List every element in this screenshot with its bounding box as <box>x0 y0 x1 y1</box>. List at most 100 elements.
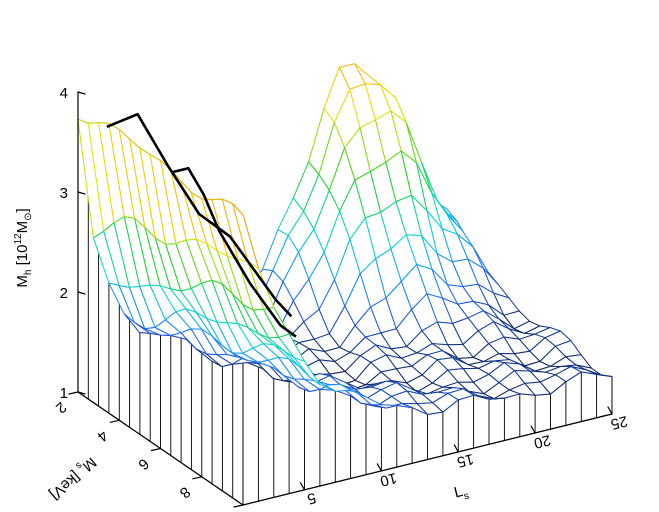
surface-mesh-line <box>164 319 182 334</box>
surface-cell <box>380 328 407 349</box>
surface-mesh-line <box>133 321 146 330</box>
surface-mesh-line <box>447 388 464 394</box>
surface-mesh-line <box>488 336 505 345</box>
surface-mesh-line <box>462 368 474 383</box>
surface-mesh-line <box>349 217 366 240</box>
surface-mesh-line <box>472 357 485 363</box>
surface-mesh-line <box>395 365 413 370</box>
surface-mesh-line <box>262 343 275 345</box>
surface-mesh-line <box>175 311 192 330</box>
surface-mesh-line <box>529 370 546 373</box>
surface-mesh-line <box>359 273 371 308</box>
surface-mesh-line <box>364 211 382 219</box>
surface-mesh-line <box>134 217 146 228</box>
surface-mesh-line <box>380 211 392 250</box>
surface-mesh-line <box>431 369 449 384</box>
surface-mesh-line <box>288 333 305 362</box>
surface-cell <box>426 293 453 324</box>
surface-mesh-line <box>328 305 346 335</box>
surface-mesh-line <box>190 282 203 289</box>
surface-mesh-line <box>144 326 156 330</box>
surface-mesh-line <box>318 308 330 335</box>
surface-mesh-line <box>390 110 407 123</box>
surface-cell <box>504 362 530 371</box>
surface-mesh-line <box>149 284 166 321</box>
surface-mesh-line <box>508 389 521 395</box>
surface-mesh-line <box>508 359 521 365</box>
surface-mesh-line <box>446 214 458 235</box>
surface-mesh-line <box>385 281 402 299</box>
surface-mesh-line <box>298 386 310 392</box>
surface-cell <box>514 351 540 366</box>
surface-mesh-line <box>421 235 438 255</box>
surface-mesh-line <box>344 147 356 181</box>
surface-cell <box>324 211 350 280</box>
surface-mesh-line <box>483 360 495 363</box>
surface-mesh-line <box>467 258 479 285</box>
surface-mesh-line <box>487 304 500 320</box>
surface-cell <box>468 391 495 399</box>
surface-cell <box>319 359 345 375</box>
surface-mesh-line <box>185 308 202 330</box>
surface-mesh-line <box>252 308 264 311</box>
y-tick-label: 6 <box>135 455 152 473</box>
surface-mesh-line <box>426 354 438 361</box>
surface-mesh-line <box>427 411 444 415</box>
surface-cell <box>252 343 279 361</box>
surface-mesh-line <box>339 325 356 348</box>
surface-mesh-line <box>508 382 526 391</box>
surface-mesh-line <box>437 387 454 393</box>
surface-mesh-line <box>436 321 454 324</box>
surface-cell <box>570 366 597 375</box>
surface-cell <box>529 337 556 362</box>
surface-mesh-line <box>554 345 567 358</box>
surface-mesh-line <box>365 396 382 406</box>
surface-cell <box>452 317 479 345</box>
surface-mesh-line <box>405 121 417 164</box>
surface-cell <box>540 346 566 367</box>
surface-mesh-line <box>370 306 382 334</box>
surface-cell <box>375 345 402 359</box>
surface-mesh-line <box>498 353 510 361</box>
surface-mesh-line <box>206 243 218 252</box>
surface-mesh-line <box>338 66 351 90</box>
surface-cell <box>432 393 459 412</box>
surface-mesh-line <box>467 258 484 269</box>
surface-cell <box>452 259 479 287</box>
surface-cell <box>139 284 166 328</box>
y-axis-tick <box>150 447 162 452</box>
surface-mesh-line <box>139 332 151 334</box>
surface-mesh-line <box>524 381 541 384</box>
surface-cell <box>88 122 114 232</box>
surface-mesh-line <box>549 356 567 367</box>
z-tick-label: 2 <box>60 285 68 302</box>
surface-mesh-line <box>292 197 305 212</box>
surface-mesh-line <box>323 66 340 109</box>
surface-mesh-line <box>374 110 392 121</box>
surface-cell <box>411 354 438 375</box>
highlight-curves <box>106 112 297 338</box>
surface-mesh-line <box>406 346 418 354</box>
surface-mesh-line <box>226 354 238 358</box>
surface-cell <box>263 343 289 359</box>
surface-cell <box>550 356 576 367</box>
y-tick-label: 10 <box>214 509 238 512</box>
surface-mesh-line <box>98 122 110 124</box>
surface-mesh-line <box>349 88 361 129</box>
surface-mesh-line <box>237 323 254 349</box>
surface-mesh-line <box>268 337 285 352</box>
surface-mesh-line <box>447 369 459 383</box>
surface-cell <box>248 261 274 310</box>
surface-mesh-line <box>303 378 316 381</box>
surface-mesh-line <box>436 253 453 263</box>
surface-mesh-line <box>226 255 244 305</box>
surface-mesh-line <box>416 264 433 270</box>
surface-cell <box>406 375 433 392</box>
surface-mesh-line <box>514 370 526 384</box>
surface-mesh-line <box>555 374 567 383</box>
surface-mesh-line <box>462 344 474 358</box>
surface-mesh-line <box>570 366 587 371</box>
surface-mesh-line <box>328 333 341 348</box>
surface-mesh-line <box>344 355 361 372</box>
surface-mesh-line <box>159 285 172 290</box>
